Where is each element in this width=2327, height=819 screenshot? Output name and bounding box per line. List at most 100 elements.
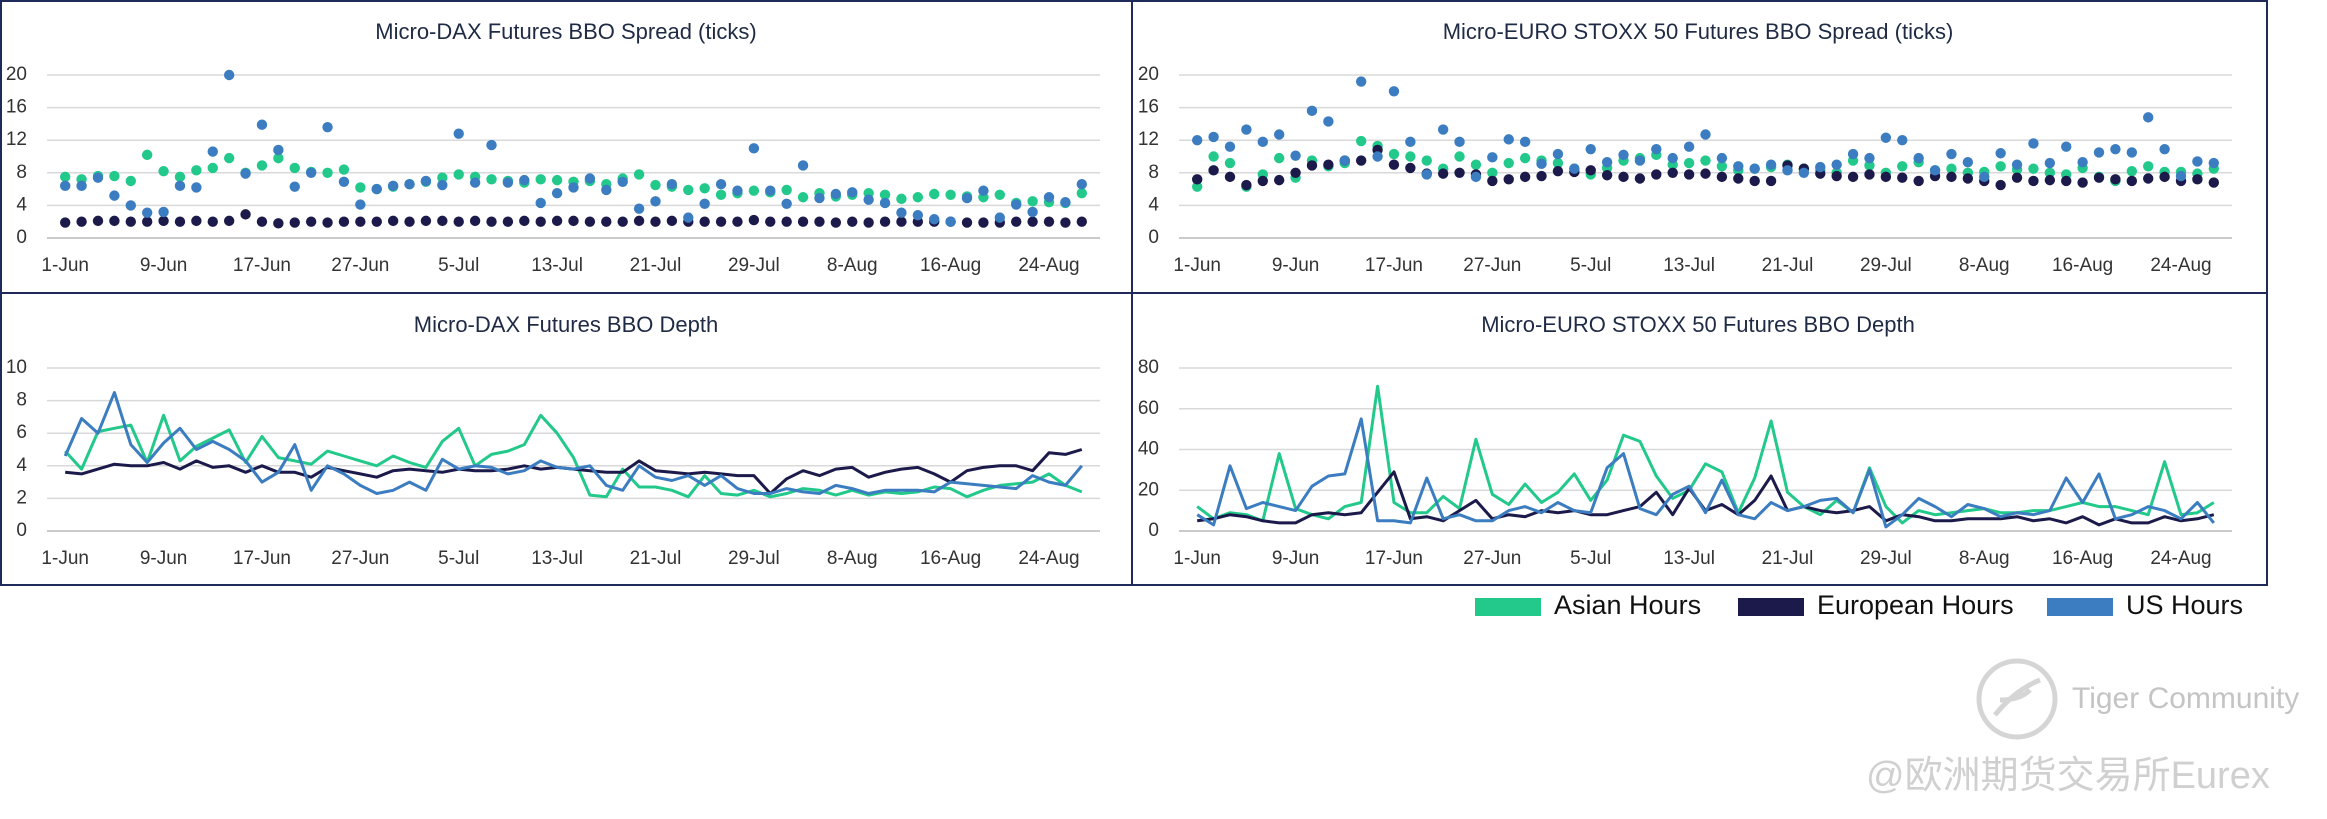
dot [322, 121, 333, 133]
dot [519, 215, 530, 227]
dot [2061, 175, 2072, 187]
dot [371, 216, 382, 227]
x-tick-label: 16-Aug [920, 255, 981, 276]
dot [961, 217, 973, 228]
dot [1880, 132, 1892, 143]
dot [355, 182, 366, 193]
x-tick-label: 1-Jun [41, 255, 89, 276]
chart-title: Micro-DAX Futures BBO Depth [414, 312, 718, 337]
dot [1897, 135, 1908, 146]
dot [207, 216, 218, 227]
dot [1733, 161, 1744, 172]
x-tick-label: 16-Aug [2052, 548, 2113, 569]
dot [1913, 175, 1924, 187]
dot [1683, 141, 1695, 152]
dot [1798, 167, 1810, 178]
x-tick-label: 5-Jul [438, 255, 479, 276]
dot [994, 212, 1006, 223]
x-tick-label: 9-Jun [140, 548, 188, 569]
dot [1388, 148, 1400, 160]
dot [486, 174, 497, 185]
dot [1191, 174, 1203, 185]
dot [1831, 159, 1842, 170]
dot [273, 144, 284, 156]
dot [666, 215, 678, 227]
dot [1765, 175, 1777, 187]
x-tick-label: 8-Aug [827, 548, 878, 569]
dot [502, 216, 514, 227]
dot [879, 216, 891, 227]
dot [1503, 174, 1514, 185]
dot [1355, 155, 1367, 166]
dot [945, 189, 956, 201]
dot [601, 216, 612, 227]
dot [59, 180, 71, 192]
dot [1372, 151, 1383, 162]
dot [2011, 172, 2023, 183]
line [1197, 470, 2215, 527]
dot [1815, 161, 1826, 173]
dot [2126, 147, 2138, 158]
dot [1290, 167, 1301, 178]
dot [1847, 171, 1859, 183]
dot [1897, 172, 1908, 183]
dot [355, 199, 366, 210]
dot [1388, 159, 1400, 170]
dot [650, 179, 661, 191]
dot [1864, 169, 1875, 180]
dot [76, 180, 87, 192]
dot [125, 216, 136, 227]
dot [59, 217, 71, 228]
dot [2044, 174, 2056, 186]
dot [1454, 167, 1465, 178]
dot [650, 216, 661, 227]
dot [633, 215, 645, 227]
dot [1880, 171, 1892, 183]
dot [1011, 216, 1022, 227]
x-tick-label: 16-Aug [920, 548, 981, 569]
dot [1060, 217, 1071, 228]
dot [2093, 147, 2105, 158]
dot [1864, 160, 1875, 171]
dot [847, 216, 858, 227]
y-tick-label: 4 [1148, 194, 1159, 215]
x-tick-label: 24-Aug [2150, 548, 2211, 569]
x-tick-label: 9-Jun [1272, 548, 1320, 569]
dot [1519, 136, 1531, 148]
dot [1946, 171, 1957, 183]
dot [551, 215, 563, 227]
dot [437, 172, 448, 183]
y-tick-label: 6 [16, 422, 27, 443]
dot [1027, 206, 1038, 218]
dot [1765, 159, 1777, 170]
dot [1946, 163, 1957, 174]
x-tick-label: 13-Jul [531, 255, 583, 276]
dot [59, 171, 71, 183]
dot [338, 176, 350, 187]
dot [748, 214, 760, 226]
dot [699, 198, 710, 209]
dot [568, 182, 579, 193]
dot [765, 216, 776, 227]
dot [568, 215, 579, 227]
dot [191, 182, 202, 193]
dot [1191, 135, 1203, 146]
dot [109, 190, 120, 201]
line [63, 391, 1083, 495]
legend-swatch [1475, 598, 1541, 616]
dot [847, 187, 858, 198]
dot [1191, 181, 1203, 192]
legend-swatch [1738, 598, 1804, 616]
dot [1503, 157, 1514, 169]
dot [1634, 173, 1646, 184]
dot [2143, 112, 2154, 123]
dot [125, 175, 136, 187]
x-tick-label: 29-Jul [1860, 548, 1912, 569]
dot [1043, 216, 1055, 227]
dot [1208, 165, 1219, 176]
y-tick-label: 12 [6, 129, 27, 150]
dot [814, 216, 825, 227]
dot [1323, 159, 1334, 170]
dot [1962, 157, 1974, 168]
